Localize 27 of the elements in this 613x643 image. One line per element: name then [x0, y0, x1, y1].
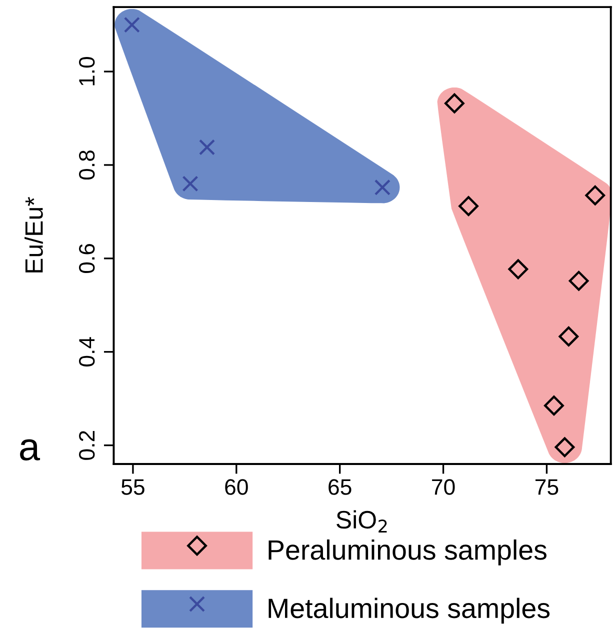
- y-tick-label: 0.4: [79, 337, 95, 366]
- point: [444, 93, 464, 114]
- point: [585, 185, 606, 206]
- x-tick-label: 55: [121, 479, 144, 495]
- text: a: [20, 439, 40, 461]
- point: [198, 139, 216, 156]
- point: [544, 396, 564, 416]
- point: [558, 326, 579, 346]
- y-tick-label: 1.0: [79, 56, 95, 86]
- point: [374, 179, 391, 196]
- y-axis-title: Eu/Eu*: [24, 197, 43, 272]
- x-axis-title: SiO$_{2}$: [336, 510, 387, 532]
- x-tick-label: 65: [328, 479, 352, 495]
- x-tick-label: 60: [225, 479, 248, 495]
- point: [182, 176, 198, 192]
- point: [568, 270, 589, 291]
- y-tick-label: 0.8: [79, 150, 95, 180]
- legend-label: Peraluminous samples: [268, 539, 546, 566]
- legend-label: Metaluminous samples: [268, 598, 550, 624]
- x-tick-label: 70: [432, 479, 455, 495]
- point: [554, 437, 575, 458]
- point: [458, 196, 478, 216]
- point: [508, 259, 528, 280]
- y-tick-label: 0.2: [79, 430, 95, 460]
- point: [124, 16, 140, 33]
- x-tick-label: 75: [536, 479, 558, 495]
- y-tick-label: 0.6: [79, 244, 95, 273]
